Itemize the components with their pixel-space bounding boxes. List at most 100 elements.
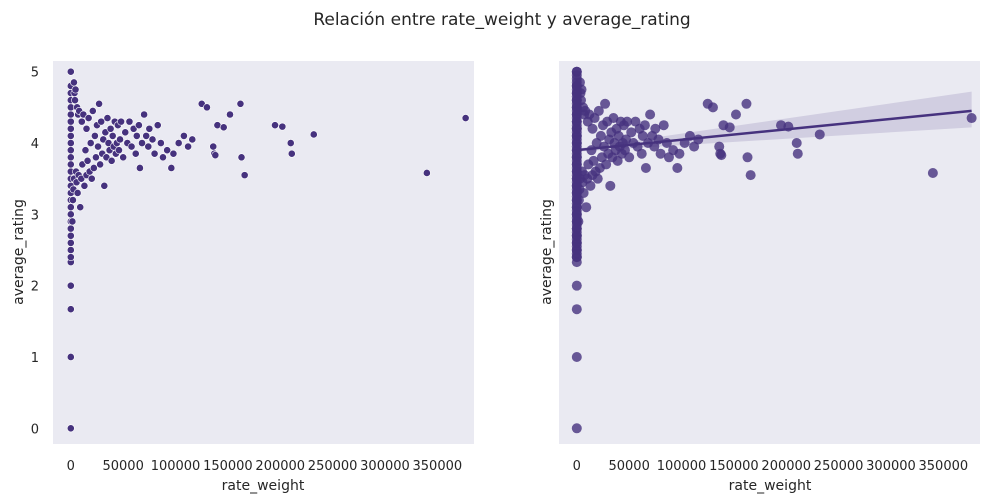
- left-data-point: [219, 123, 228, 132]
- right-data-point: [581, 202, 592, 213]
- left-data-point: [86, 139, 95, 147]
- right-data-point: [571, 304, 582, 315]
- left-y-tick-label: 5: [31, 66, 39, 81]
- left-x-ticks: 0 50000 100000 150000 200000 250000 300000 3500…: [67, 459, 463, 474]
- left-data-point: [144, 142, 153, 151]
- left-data-point: [209, 142, 218, 151]
- left-data-point: [66, 231, 75, 240]
- left-y-tick-label: 3: [31, 208, 39, 223]
- right-x-ticks: 0 50000 100000 150000 200000 250000 300000 3500…: [573, 459, 969, 474]
- left-data-point: [66, 353, 75, 361]
- right-data-point: [605, 180, 616, 191]
- right-data-point: [645, 109, 656, 120]
- left-y-axis-label: average_rating: [11, 199, 27, 305]
- left-data-point: [77, 117, 86, 126]
- left-data-point: [226, 110, 234, 119]
- left-data-point: [66, 117, 75, 126]
- left-data-point: [271, 121, 279, 130]
- right-data-point: [745, 170, 756, 181]
- right-data-point: [650, 123, 661, 134]
- left-data-point: [125, 117, 134, 126]
- left-data-point: [66, 305, 75, 314]
- right-regplot-panel: 0 50000 100000 150000 200000 250000 300000 3500…: [539, 61, 980, 494]
- left-data-point: [150, 149, 159, 158]
- right-x-tick-label: 350000: [919, 459, 969, 474]
- left-data-point: [461, 114, 470, 122]
- left-data-point: [84, 114, 93, 122]
- left-data-point: [211, 151, 220, 160]
- right-x-axis-label: rate_weight: [729, 478, 812, 494]
- left-data-point: [134, 121, 143, 130]
- left-data-point: [90, 131, 99, 140]
- left-y-tick-label: 4: [31, 137, 39, 152]
- left-data-point: [278, 122, 287, 131]
- left-data-point: [66, 203, 75, 212]
- left-data-point: [66, 153, 75, 162]
- left-data-point: [116, 135, 124, 144]
- right-data-point: [571, 351, 582, 362]
- right-data-point: [724, 122, 735, 133]
- left-scatter-panel: 0 1 2 3 4 5 0 50000 100000 150000 200000 250000 300…: [11, 61, 474, 494]
- right-data-point: [637, 130, 648, 141]
- right-data-point: [640, 162, 651, 173]
- left-data-point: [163, 146, 172, 155]
- left-x-tick-label: 100000: [151, 459, 201, 474]
- left-data-point: [156, 139, 165, 147]
- left-x-tick-label: 250000: [308, 459, 358, 474]
- left-data-point: [68, 196, 77, 204]
- left-data-point: [117, 117, 125, 126]
- right-data-point: [622, 116, 633, 127]
- right-data-point: [626, 127, 637, 138]
- right-x-tick-label: 100000: [657, 459, 707, 474]
- confidence-band-area: [576, 91, 972, 152]
- left-data-point: [83, 156, 92, 165]
- left-data-point: [240, 171, 249, 180]
- right-x-tick-label: 300000: [866, 459, 916, 474]
- left-y-ticks: 0 1 2 3 4 5: [31, 66, 39, 438]
- left-data-point: [66, 424, 75, 433]
- left-data-point: [66, 238, 75, 247]
- left-data-point: [145, 124, 154, 133]
- left-data-point: [131, 149, 140, 158]
- left-x-tick-label: 50000: [102, 459, 143, 474]
- left-x-tick-label: 150000: [203, 459, 253, 474]
- left-data-point: [70, 78, 78, 87]
- left-data-point: [108, 131, 117, 140]
- left-x-axis-label: rate_weight: [222, 478, 305, 494]
- left-data-point: [188, 135, 197, 144]
- left-x-tick-label: 0: [67, 459, 75, 474]
- left-data-point: [66, 210, 75, 219]
- left-x-tick-label: 350000: [413, 459, 463, 474]
- left-data-point: [95, 99, 103, 108]
- left-data-point: [73, 189, 82, 197]
- left-x-tick-label: 300000: [360, 459, 410, 474]
- left-data-point: [153, 121, 162, 130]
- left-data-point: [89, 164, 98, 172]
- left-data-point: [71, 85, 80, 94]
- left-data-point: [66, 67, 75, 76]
- left-data-point: [237, 153, 246, 162]
- left-data-point: [140, 110, 149, 119]
- right-data-point: [636, 148, 647, 159]
- left-data-point: [66, 131, 75, 140]
- left-data-point: [66, 124, 75, 133]
- left-data-point: [136, 164, 144, 172]
- right-data-point: [588, 155, 599, 166]
- left-data-point: [66, 139, 75, 147]
- right-data-point: [585, 180, 596, 191]
- left-data-point: [81, 146, 90, 155]
- left-data-point: [66, 281, 75, 290]
- left-data-point: [66, 253, 75, 262]
- left-data-point: [88, 107, 97, 115]
- left-y-tick-label: 0: [31, 422, 39, 437]
- left-data-point: [180, 131, 188, 140]
- left-data-point: [107, 156, 116, 165]
- right-data-point: [624, 152, 635, 163]
- left-data-point: [142, 131, 151, 140]
- left-data-point: [184, 142, 192, 151]
- left-data-point: [80, 181, 89, 190]
- left-data-point: [422, 169, 431, 177]
- right-data-point: [655, 148, 666, 159]
- left-data-point: [132, 131, 141, 140]
